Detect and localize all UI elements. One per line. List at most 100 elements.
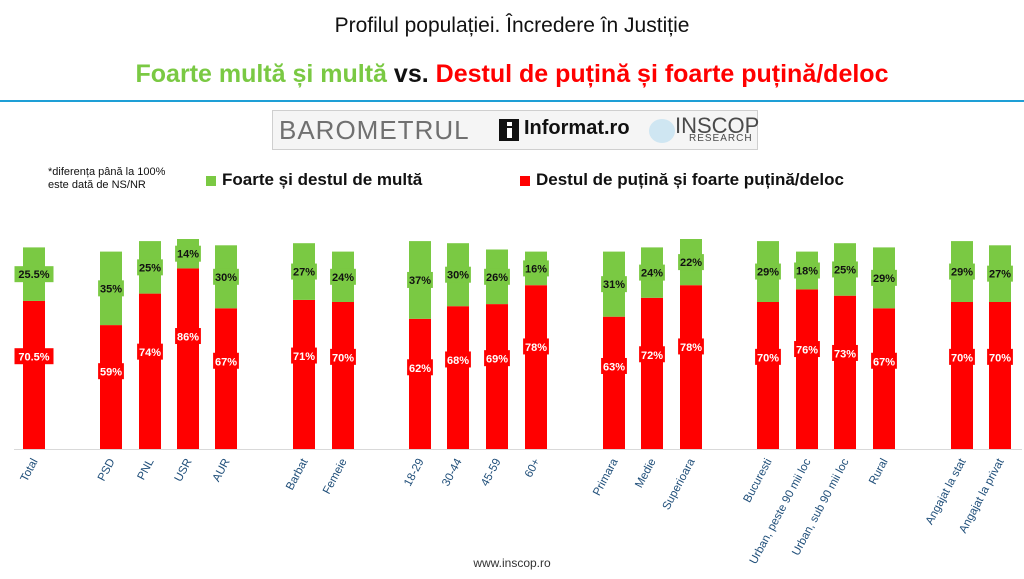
subtitle-red-part: Destul de puțină și foarte puțină/deloc [435, 60, 889, 88]
bar-red-7 [409, 318, 431, 449]
value-label-bg-green-13 [678, 254, 704, 271]
category-label-3: USR [173, 457, 195, 484]
bar-red-10 [525, 285, 547, 449]
category-label-0: Total [19, 457, 41, 484]
value-label-bg-green-6 [330, 268, 356, 285]
legend-label-red: Destul de puțină și foarte puțină/deloc [536, 170, 844, 189]
subtitle-green-part: Foarte multă și multă [135, 60, 387, 88]
chart-title: Profilul populației. Încredere în Justiț… [334, 14, 690, 37]
value-label-red-7: 62% [409, 363, 431, 375]
value-label-green-9: 26% [486, 272, 508, 284]
informat-logo-text: Informat.ro [524, 117, 630, 139]
value-label-red-18: 70% [951, 352, 973, 364]
category-label-13: Superioara [661, 456, 698, 512]
value-label-bg-red-2 [137, 343, 163, 360]
value-label-red-1: 59% [100, 367, 122, 379]
value-label-bg-green-10 [523, 260, 549, 277]
bar-red-12 [641, 297, 663, 449]
chart-subtitle: Foarte multă și multă vs. Destul de puți… [0, 60, 1024, 89]
category-label-11: Primara [591, 456, 621, 498]
value-label-bg-green-19 [987, 265, 1013, 282]
subtitle-vs: vs. [393, 60, 429, 88]
legend-item-red: Destul de puțină și foarte puțină/deloc [520, 170, 844, 190]
value-label-red-17: 67% [873, 356, 895, 368]
value-label-bg-green-8 [445, 266, 471, 283]
value-label-green-3: 14% [177, 249, 199, 261]
value-label-bg-green-7 [407, 271, 433, 288]
bar-red-18 [951, 302, 973, 449]
value-label-red-19: 70% [989, 352, 1011, 364]
value-label-bg-green-17 [871, 269, 897, 286]
logo-strip: BAROMETRUL Informat.ro INSCOP RESEARCH [272, 110, 759, 150]
value-label-bg-green-12 [639, 264, 665, 281]
category-label-18: Angajat la stat [924, 456, 969, 527]
bar-red-17 [873, 308, 895, 449]
legend-item-green: Foarte și destul de multă [206, 170, 422, 190]
value-label-bg-red-10 [523, 338, 549, 355]
value-label-green-5: 27% [293, 267, 315, 279]
footnote-line-2: este dată de NS/NR [48, 179, 146, 191]
bar-red-5 [293, 299, 315, 449]
category-label-4: AUR [211, 457, 233, 484]
value-label-bg-red-19 [987, 348, 1013, 365]
category-label-10: 60+ [523, 457, 543, 480]
value-label-red-0: 70.5% [18, 352, 49, 364]
value-label-green-15: 18% [796, 266, 818, 278]
bar-red-11 [603, 316, 625, 449]
category-label-7: 18-29 [402, 457, 426, 489]
value-label-bg-red-5 [291, 347, 317, 364]
value-label-bg-red-18 [949, 348, 975, 365]
value-label-bg-red-9 [484, 350, 510, 367]
bar-red-2 [139, 293, 161, 449]
value-label-green-2: 25% [139, 262, 161, 274]
value-label-green-1: 35% [100, 283, 122, 295]
footnote-line-1: *diferența până la 100% [48, 166, 166, 178]
value-label-red-6: 70% [332, 352, 354, 364]
value-label-bg-green-5 [291, 263, 317, 280]
value-label-green-4: 30% [215, 272, 237, 284]
value-label-green-8: 30% [447, 270, 469, 282]
category-label-2: PNL [136, 456, 157, 482]
value-label-green-12: 24% [641, 268, 663, 280]
value-label-red-5: 71% [293, 351, 315, 363]
bar-red-9 [486, 304, 508, 449]
value-label-green-13: 22% [680, 257, 702, 269]
category-label-9: 45-59 [479, 457, 503, 489]
category-label-1: PSD [96, 457, 118, 484]
inscop-logo-name: INSCOP [675, 113, 760, 138]
value-label-bg-red-14 [755, 348, 781, 365]
legend-swatch-red [520, 175, 530, 186]
inscop-icon [649, 119, 675, 143]
value-label-bg-red-11 [601, 357, 627, 374]
value-label-bg-red-16 [832, 344, 858, 361]
category-label-14: Bucuresti [742, 457, 775, 505]
value-label-bg-red-8 [445, 351, 471, 368]
value-label-bg-red-7 [407, 359, 433, 376]
value-label-bg-green-2 [137, 259, 163, 276]
value-label-green-10: 16% [525, 263, 547, 275]
value-label-bg-green-11 [601, 276, 627, 293]
inscop-logo: INSCOP RESEARCH [649, 113, 759, 147]
value-label-bg-red-4 [213, 352, 239, 369]
value-label-bg-green-15 [794, 262, 820, 279]
value-label-red-11: 63% [603, 361, 625, 373]
bar-red-0 [23, 300, 45, 449]
value-label-green-14: 29% [757, 267, 779, 279]
value-label-green-16: 25% [834, 264, 856, 276]
value-label-bg-green-16 [832, 261, 858, 278]
value-label-bg-red-6 [330, 348, 356, 365]
legend-swatch-green [206, 175, 216, 186]
informat-icon [499, 119, 519, 141]
category-label-5: Barbat [284, 456, 311, 492]
bar-red-8 [447, 306, 469, 449]
value-label-red-8: 68% [447, 355, 469, 367]
inscop-logo-sub: RESEARCH [689, 133, 753, 144]
bar-red-16 [834, 295, 856, 449]
value-label-red-13: 78% [680, 342, 702, 354]
category-label-17: Rural [867, 457, 890, 487]
bar-red-4 [215, 308, 237, 449]
value-label-bg-red-0 [14, 348, 54, 365]
value-label-bg-green-14 [755, 263, 781, 280]
bar-red-19 [989, 302, 1011, 449]
